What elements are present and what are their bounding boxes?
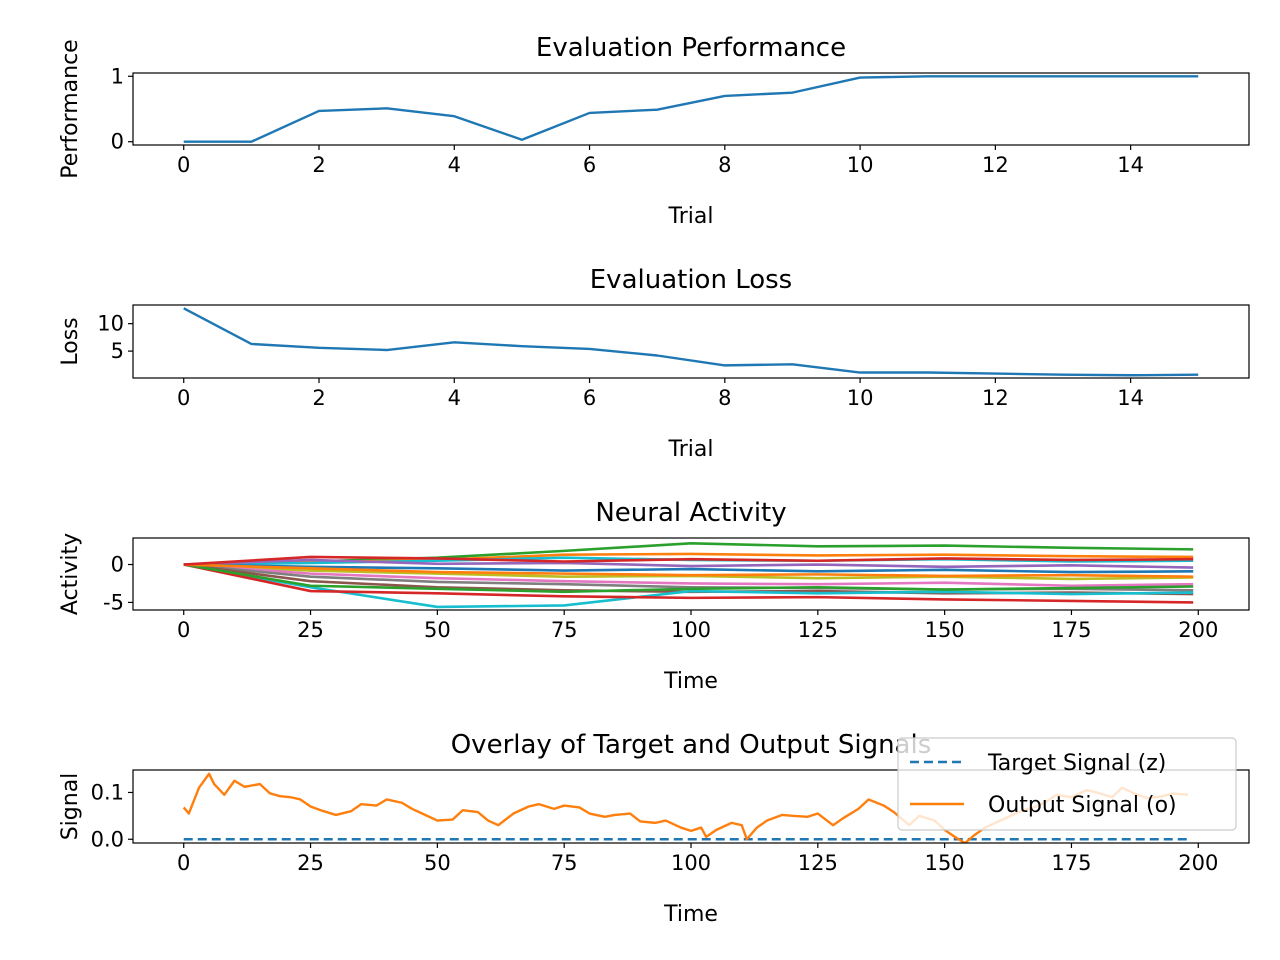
x-tick-label: 4 [448, 153, 461, 177]
x-tick-label: 200 [1178, 618, 1218, 642]
x-tick-label: 150 [925, 618, 965, 642]
y-axis-label: Activity [58, 533, 83, 615]
x-tick-label: 0 [177, 153, 190, 177]
series-line-12 [183, 563, 1194, 594]
legend-label-2: Output Signal (o) [988, 793, 1177, 818]
x-tick-label: 25 [297, 618, 324, 642]
chart-title: Evaluation Loss [590, 265, 792, 295]
y-tick-label: 5 [111, 339, 124, 363]
y-tick-label: 0 [111, 130, 124, 154]
x-tick-label: 175 [1051, 851, 1091, 875]
x-tick-label: 8 [718, 153, 731, 177]
y-tick-label: 0.0 [91, 827, 124, 851]
x-tick-label: 50 [424, 851, 451, 875]
x-tick-label: 12 [982, 386, 1009, 410]
x-tick-label: 2 [312, 153, 325, 177]
x-tick-label: 50 [424, 618, 451, 642]
y-tick-label: 10 [97, 312, 124, 336]
x-tick-label: 4 [448, 386, 461, 410]
x-tick-label: 75 [551, 851, 578, 875]
series-line-13 [183, 563, 1194, 578]
x-tick-label: 200 [1178, 851, 1218, 875]
series-group [183, 75, 1199, 143]
series-group [183, 542, 1194, 609]
series-group [183, 307, 1199, 377]
series-line-5 [183, 563, 1194, 574]
axes-frame [132, 72, 1250, 146]
series-line-7 [183, 563, 1194, 588]
x-tick-label: 25 [297, 851, 324, 875]
x-tick-label: 10 [847, 386, 874, 410]
chart-title: Evaluation Performance [536, 33, 846, 63]
chart-title: Overlay of Target and Output Signals [451, 730, 932, 760]
chart-panel-4: 0 25 50 75 100 125 150 175 200 0.0 0.1 Overlay of T… [58, 730, 1250, 927]
chart-title: Neural Activity [595, 498, 786, 528]
x-axis-label: Time [663, 902, 718, 927]
series-line-1 [183, 307, 1199, 377]
x-tick-label: 0 [177, 386, 190, 410]
x-tick-label: 125 [798, 851, 838, 875]
x-tick-label: 8 [718, 386, 731, 410]
series-line-1 [183, 75, 1199, 143]
y-tick-label: 0 [111, 553, 124, 577]
series-line-4 [183, 558, 1194, 569]
x-tick-label: 0 [177, 618, 190, 642]
y-tick-label: 1 [111, 64, 124, 88]
series-line-10 [183, 563, 1194, 609]
x-tick-label: 10 [847, 153, 874, 177]
x-tick-label: 100 [671, 618, 711, 642]
x-tick-label: 6 [583, 386, 596, 410]
legend-box [897, 737, 1237, 831]
x-tick-label: 100 [671, 851, 711, 875]
x-tick-label: 14 [1117, 386, 1144, 410]
chart-panel-2: 0 2 4 6 8 10 12 14 5 10 Evaluation Loss Trial Loss [58, 265, 1250, 462]
x-tick-label: 175 [1051, 618, 1091, 642]
x-tick-label: 125 [798, 618, 838, 642]
y-tick-label: 0.1 [91, 780, 124, 804]
x-axis-label: Trial [668, 437, 714, 462]
x-tick-label: 12 [982, 153, 1009, 177]
chart-panel-1: 0 2 4 6 8 10 12 14 0 1 Evaluation Performance Trial… [58, 33, 1250, 229]
x-axis-label: Time [663, 669, 718, 694]
x-tick-label: 6 [583, 153, 596, 177]
x-tick-label: 150 [925, 851, 965, 875]
axes-frame [132, 304, 1250, 379]
x-tick-label: 0 [177, 851, 190, 875]
x-tick-label: 14 [1117, 153, 1144, 177]
series-line-14 [183, 555, 1194, 566]
x-tick-label: 2 [312, 386, 325, 410]
y-tick-label: -5 [103, 590, 124, 614]
y-axis-label: Loss [58, 317, 83, 365]
y-axis-label: Signal [58, 773, 83, 841]
x-axis-label: Trial [668, 204, 714, 229]
chart-panel-3: 0 25 50 75 100 125 150 175 200 -5 0 Neural Activity… [58, 498, 1250, 694]
x-tick-label: 75 [551, 618, 578, 642]
y-axis-label: Performance [58, 39, 83, 178]
series-line-11 [183, 563, 1194, 604]
legend-label-1: Target Signal (z) [987, 751, 1166, 776]
